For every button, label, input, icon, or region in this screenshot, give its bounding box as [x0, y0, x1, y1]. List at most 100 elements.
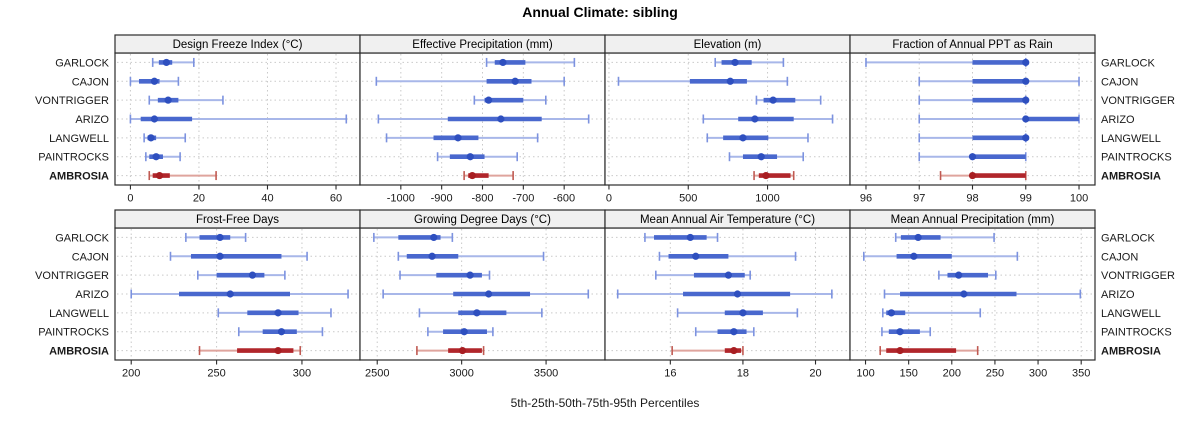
axis-tick-label: 500	[679, 193, 697, 205]
axis-tick-label: 98	[966, 193, 978, 205]
median-dot	[473, 309, 481, 317]
median-dot	[1022, 115, 1030, 123]
panel-strip-title: Mean Annual Air Temperature (°C)	[640, 214, 815, 226]
axis-tick-label: 350	[1072, 368, 1090, 380]
median-dot	[914, 233, 922, 242]
axis-tick-label: 300	[1029, 368, 1047, 380]
median-dot	[274, 309, 282, 317]
site-label-right-garlock: GARLOCK	[1101, 57, 1155, 69]
panel: Fraction of Annual PPT as Rain 96 97 98 99 10…	[849, 34, 1096, 205]
panel-strip-title: Design Freeze Index (°C)	[173, 39, 303, 51]
median-dot	[724, 271, 733, 279]
site-label-right-ambrosia: AMBROSIA	[1101, 346, 1161, 358]
site-label-right-paintrocks: PAINTROCKS	[1101, 327, 1172, 339]
panel: Mean Annual Precipitation (mm) 100 150 200 2…	[849, 209, 1096, 380]
axis-tick-label: 150	[899, 368, 917, 380]
site-label-left-paintrocks: PAINTROCKS	[38, 152, 109, 164]
median-dot	[485, 96, 493, 104]
site-label-right-cajon: CAJON	[1101, 251, 1138, 263]
median-dot	[1022, 134, 1030, 142]
median-dot	[731, 58, 739, 67]
median-dot	[150, 115, 159, 123]
median-dot	[226, 290, 234, 298]
axis-tick-label: 3500	[534, 368, 558, 380]
panel: Mean Annual Air Temperature (°C) 16 18 20	[604, 209, 851, 380]
panel-strip-title: Elevation (m)	[694, 39, 762, 51]
median-dot	[757, 153, 765, 161]
axis-tick-label: 250	[986, 368, 1004, 380]
median-dot	[955, 271, 963, 279]
axis-tick-label: 97	[913, 193, 925, 205]
median-dot	[769, 96, 777, 104]
axis-tick-label: 0	[127, 193, 133, 205]
panel-strip-title: Effective Precipitation (mm)	[412, 39, 553, 51]
site-label-left-vontrigger: VONTRIGGER	[35, 270, 109, 282]
median-dot	[216, 233, 224, 242]
axis-tick-label: 200	[943, 368, 961, 380]
site-label-right-paintrocks: PAINTROCKS	[1101, 152, 1172, 164]
median-dot	[458, 346, 467, 355]
median-dot	[164, 96, 172, 104]
median-dot	[147, 134, 155, 142]
axis-tick-label: 100	[1070, 193, 1088, 205]
axis-tick-label: -800	[471, 193, 493, 205]
axis-tick-label: 0	[606, 193, 612, 205]
site-label-right-garlock: GARLOCK	[1101, 232, 1155, 244]
median-dot	[968, 153, 977, 161]
site-label-right-langwell: LANGWELL	[1101, 308, 1161, 320]
median-dot	[1022, 58, 1030, 67]
site-labels-group: GARLOCK GARLOCK CAJON CAJON VONTRIGGER VONTRI…	[35, 57, 1175, 357]
site-label-left-cajon: CAJON	[72, 251, 109, 263]
median-dot	[887, 309, 896, 317]
median-dot	[499, 58, 507, 67]
panel-strip	[849, 34, 1096, 54]
median-dot	[152, 153, 160, 161]
panel: Effective Precipitation (mm) -1000 -900 -80…	[359, 34, 606, 205]
median-dot	[155, 171, 164, 180]
median-dot	[150, 77, 159, 85]
site-label-right-arizo: ARIZO	[1101, 114, 1135, 126]
axis-tick-label: 1000	[755, 193, 779, 205]
median-dot	[686, 233, 694, 242]
panel-strip-title: Fraction of Annual PPT as Rain	[892, 39, 1052, 51]
site-label-right-vontrigger: VONTRIGGER	[1101, 95, 1175, 107]
median-dot	[692, 252, 700, 260]
panel: Elevation (m) 0 500 1000	[604, 34, 851, 205]
axis-tick-label: 20	[193, 193, 205, 205]
median-dot	[274, 346, 282, 355]
site-label-left-ambrosia: AMBROSIA	[49, 171, 109, 183]
site-label-right-vontrigger: VONTRIGGER	[1101, 270, 1175, 282]
panel: Growing Degree Days (°C) 2500 3000 3500	[359, 209, 606, 380]
axis-tick-label: 300	[293, 368, 311, 380]
median-dot	[466, 271, 474, 279]
chart-title: Annual Climate: sibling	[522, 4, 678, 20]
panel: Frost-Free Days 200 250 300	[114, 209, 361, 380]
site-label-left-cajon: CAJON	[72, 76, 109, 88]
axis-tick-label: 18	[737, 368, 749, 380]
median-dot	[762, 171, 770, 180]
median-dot	[960, 290, 968, 298]
median-dot	[910, 252, 918, 260]
site-label-right-cajon: CAJON	[1101, 76, 1138, 88]
site-label-left-langwell: LANGWELL	[49, 308, 109, 320]
axis-tick-label: -600	[553, 193, 575, 205]
site-label-left-paintrocks: PAINTROCKS	[38, 327, 109, 339]
site-label-left-arizo: ARIZO	[75, 289, 109, 301]
median-dot	[896, 328, 904, 336]
axis-tick-label: 100	[856, 368, 874, 380]
axis-tick-label: -1000	[387, 193, 415, 205]
median-dot	[739, 134, 747, 142]
panel-strip-title: Mean Annual Precipitation (mm)	[891, 214, 1055, 226]
median-dot	[216, 252, 224, 260]
axis-tick-label: -700	[512, 193, 534, 205]
axis-tick-label: -900	[431, 193, 453, 205]
median-dot	[1022, 77, 1030, 85]
median-dot	[739, 309, 747, 317]
median-dot	[1022, 96, 1030, 104]
site-label-right-langwell: LANGWELL	[1101, 133, 1161, 145]
axis-tick-label: 20	[809, 368, 821, 380]
axis-tick-label: 3000	[449, 368, 473, 380]
median-dot	[730, 346, 738, 355]
median-dot	[497, 115, 505, 123]
